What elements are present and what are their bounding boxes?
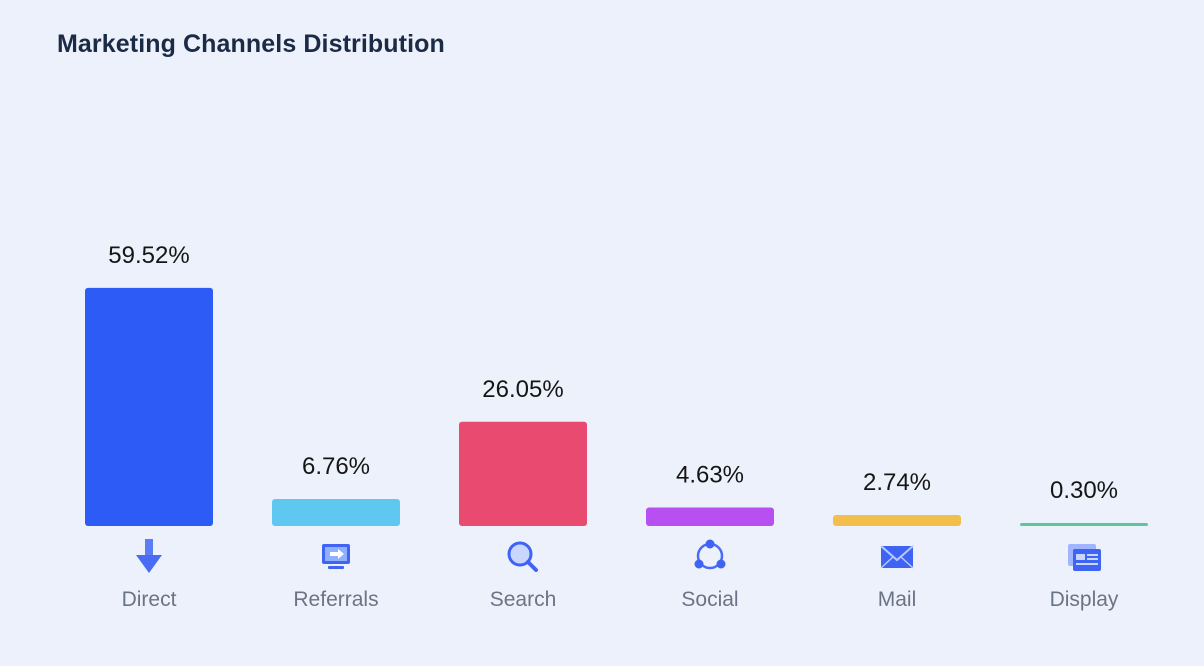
category-label-social: Social xyxy=(681,588,738,611)
monitor-icon xyxy=(322,544,350,569)
bar-display[interactable] xyxy=(1020,523,1148,526)
value-label-display: 0.30% xyxy=(1050,477,1118,504)
category-label-search: Search xyxy=(490,588,557,611)
value-label-social: 4.63% xyxy=(676,461,744,488)
bar-mail[interactable] xyxy=(833,515,961,526)
magnifier-icon xyxy=(507,541,538,572)
value-label-search: 26.05% xyxy=(482,376,563,403)
chart-title: Marketing Channels Distribution xyxy=(57,30,445,58)
value-label-referrals: 6.76% xyxy=(302,453,370,480)
down-arrow-icon xyxy=(136,539,162,573)
category-label-display: Display xyxy=(1050,588,1119,611)
value-label-direct: 59.52% xyxy=(108,242,189,269)
bar-social[interactable] xyxy=(646,507,774,526)
bar-direct[interactable] xyxy=(85,287,213,526)
share-network-icon xyxy=(694,539,726,570)
category-label-direct: Direct xyxy=(122,588,177,611)
bar-search[interactable] xyxy=(459,421,587,526)
value-label-mail: 2.74% xyxy=(863,469,931,496)
category-label-mail: Mail xyxy=(878,588,917,611)
bar-referrals[interactable] xyxy=(272,498,400,526)
category-label-referrals: Referrals xyxy=(293,588,378,611)
envelope-icon xyxy=(880,545,914,569)
browser-window-icon xyxy=(1068,544,1101,571)
